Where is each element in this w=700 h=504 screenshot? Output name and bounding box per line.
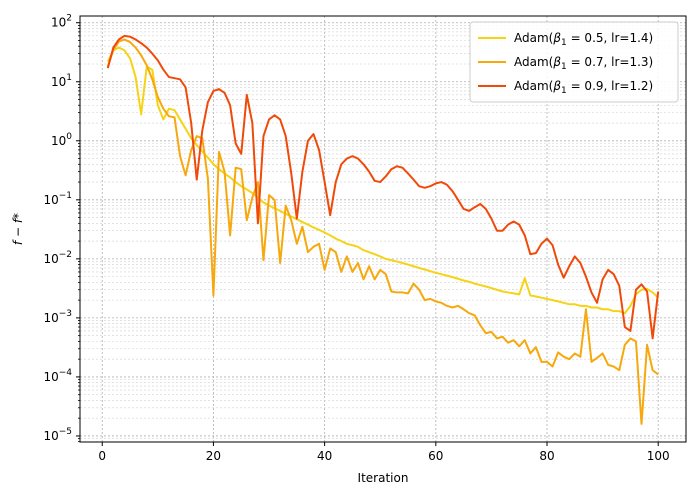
y-tick-label: 10−4 [43, 368, 72, 384]
series-lines [106, 34, 660, 425]
legend-entry-2: Adam(β1 = 0.7, lr=1.3) [514, 55, 653, 72]
axis-ticks: 0 20 40 60 80 100 10−5 10−4 10−3 10−2 10−1 100 101 10… [43, 14, 669, 463]
x-axis-label: Iteration [358, 471, 409, 485]
legend: Adam(β1 = 0.5, lr=1.4) Adam(β1 = 0.7, lr=… [469, 21, 679, 103]
y-tick-label: 100 [51, 132, 72, 148]
legend-entry-1: Adam(β1 = 0.5, lr=1.4) [514, 31, 653, 48]
x-tick-label: 60 [428, 449, 443, 463]
y-tick-label: 10−3 [43, 309, 72, 325]
y-tick-label: 10−5 [43, 427, 72, 443]
y-tick-label: 10−1 [43, 191, 72, 207]
y-tick-label: 101 [51, 73, 72, 89]
x-tick-label: 40 [317, 449, 332, 463]
y-axis-label: f − f* [11, 213, 25, 245]
x-tick-label: 80 [539, 449, 554, 463]
plot-frame [79, 15, 687, 443]
y-tick-label: 10−2 [43, 250, 72, 266]
x-tick-label: 20 [206, 449, 221, 463]
series-line-2 [106, 38, 659, 425]
series-line-3 [106, 34, 660, 340]
x-tick-label: 0 [98, 449, 106, 463]
legend-entry-3: Adam(β1 = 0.9, lr=1.2) [514, 79, 653, 96]
y-tick-label: 102 [51, 14, 72, 30]
legend-box [469, 21, 679, 103]
x-tick-label: 100 [647, 449, 670, 463]
